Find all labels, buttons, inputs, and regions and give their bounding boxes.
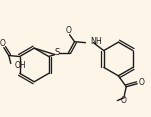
Text: O: O: [66, 26, 72, 35]
Text: O: O: [0, 39, 6, 48]
Text: OH: OH: [15, 61, 26, 70]
Text: O: O: [120, 96, 126, 105]
Text: O: O: [138, 78, 144, 87]
Text: NH: NH: [90, 37, 102, 46]
Text: S: S: [55, 48, 60, 57]
